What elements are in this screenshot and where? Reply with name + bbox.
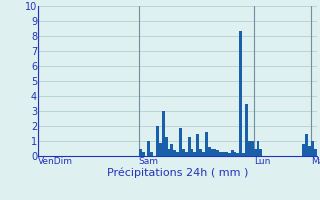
- Bar: [168, 148, 171, 156]
- Bar: [225, 152, 228, 156]
- Bar: [239, 31, 242, 156]
- Bar: [234, 152, 236, 156]
- Bar: [211, 148, 213, 156]
- Bar: [188, 137, 190, 156]
- Bar: [213, 148, 216, 156]
- Bar: [176, 152, 179, 156]
- Bar: [242, 153, 245, 156]
- Bar: [190, 148, 193, 156]
- Bar: [185, 152, 188, 156]
- Bar: [257, 141, 260, 156]
- Bar: [302, 144, 305, 156]
- Bar: [156, 126, 159, 156]
- Bar: [222, 152, 225, 156]
- Bar: [208, 147, 211, 156]
- Bar: [236, 153, 239, 156]
- Bar: [159, 142, 162, 156]
- Bar: [260, 148, 262, 156]
- Bar: [251, 141, 254, 156]
- Bar: [231, 150, 234, 156]
- Bar: [228, 153, 231, 156]
- Bar: [248, 141, 251, 156]
- Bar: [179, 128, 182, 156]
- Bar: [199, 148, 202, 156]
- Bar: [165, 137, 168, 156]
- Bar: [245, 104, 248, 156]
- Bar: [202, 152, 205, 156]
- Bar: [150, 152, 153, 156]
- Bar: [162, 111, 165, 156]
- Bar: [311, 141, 314, 156]
- Bar: [142, 152, 145, 156]
- Bar: [205, 132, 208, 156]
- Bar: [173, 150, 176, 156]
- Bar: [182, 148, 185, 156]
- Bar: [193, 152, 196, 156]
- Bar: [139, 148, 142, 156]
- Bar: [216, 150, 219, 156]
- Bar: [219, 152, 222, 156]
- Bar: [305, 134, 308, 156]
- Bar: [171, 144, 173, 156]
- Bar: [148, 141, 150, 156]
- X-axis label: Précipitations 24h ( mm ): Précipitations 24h ( mm ): [107, 168, 248, 178]
- Bar: [314, 148, 317, 156]
- Bar: [308, 146, 311, 156]
- Bar: [254, 148, 257, 156]
- Bar: [196, 134, 199, 156]
